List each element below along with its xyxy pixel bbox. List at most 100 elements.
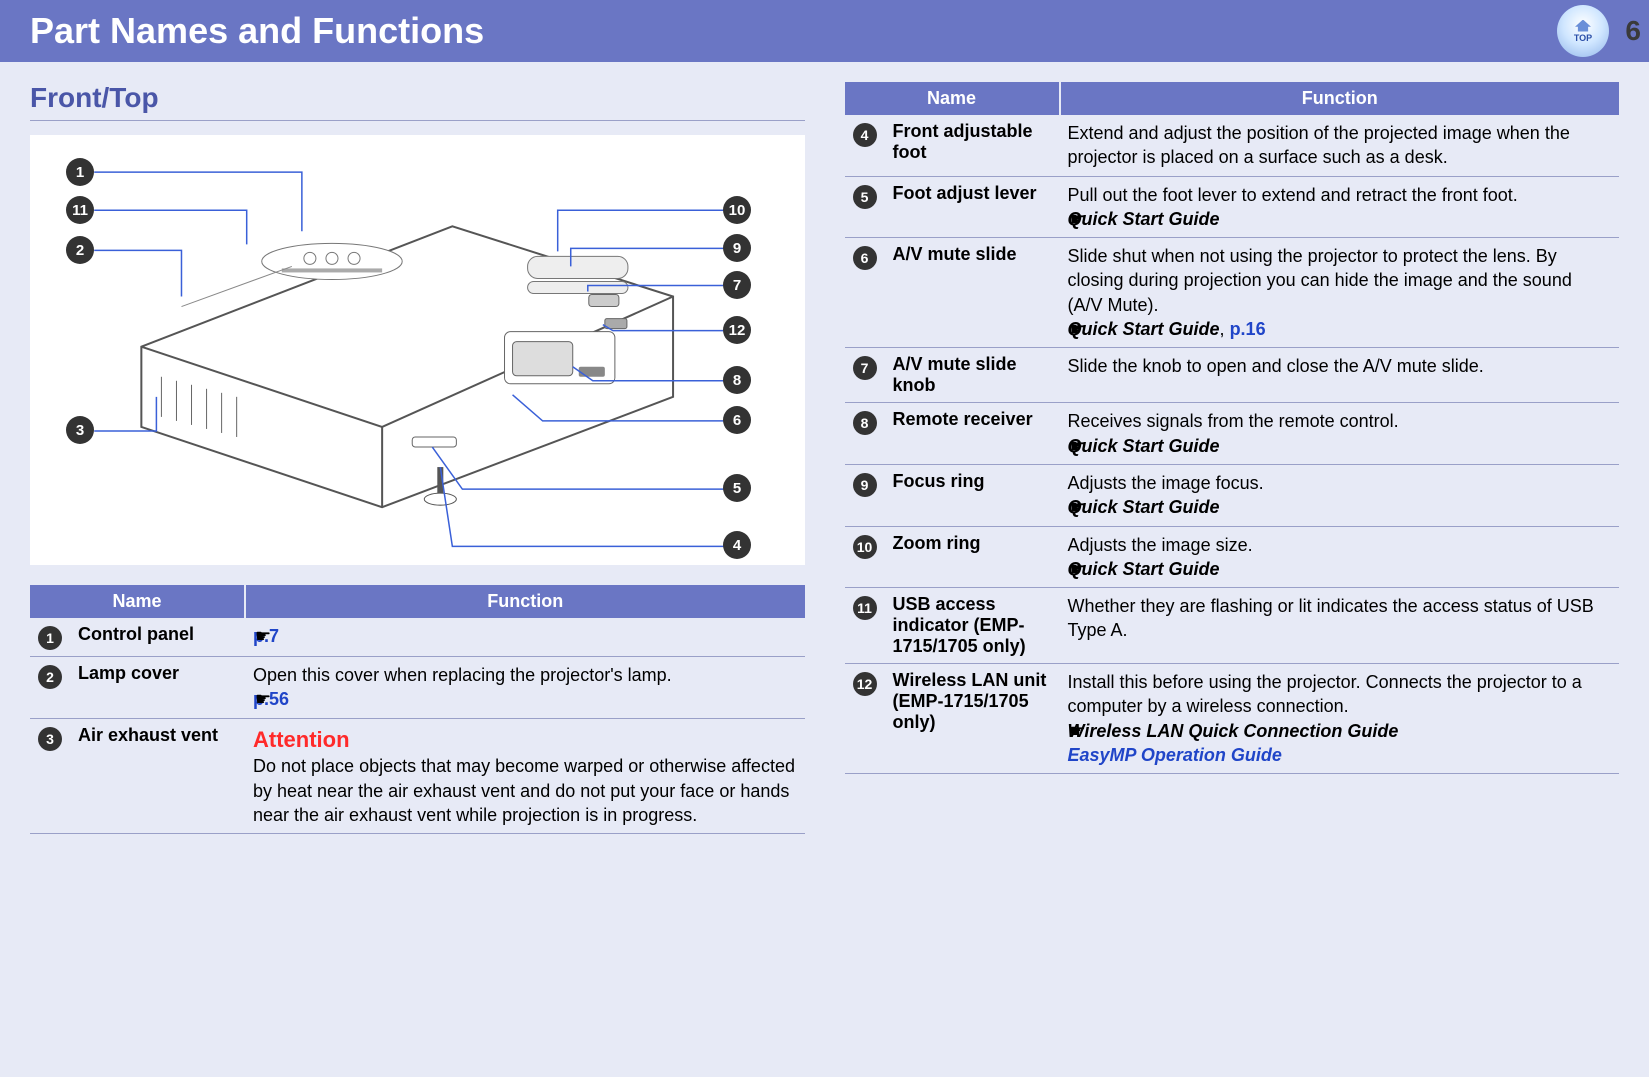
num-badge: 5 <box>723 474 751 502</box>
num-badge: 3 <box>38 727 62 751</box>
num-badge: 10 <box>723 196 751 224</box>
table-row: 12 Wireless LAN unit (EMP-1715/1705 only)… <box>845 664 1620 774</box>
num-badge: 9 <box>723 234 751 262</box>
pointer-icon: ☛ <box>1070 495 1086 519</box>
callout-7: 7 <box>723 271 751 299</box>
pointer-icon: ☛ <box>1070 207 1086 231</box>
func-text: Adjusts the image focus. <box>1068 473 1264 493</box>
part-name: Air exhaust vent <box>70 718 245 834</box>
callout-5: 5 <box>723 474 751 502</box>
guide-ref: Quick Start Guide <box>1068 209 1220 229</box>
guide-link[interactable]: EasyMP Operation Guide <box>1068 745 1282 765</box>
num-badge: 11 <box>66 196 94 224</box>
pointer-icon: ☛ <box>255 624 271 648</box>
part-name: Zoom ring <box>885 526 1060 588</box>
num-badge: 11 <box>853 596 877 620</box>
num-badge: 7 <box>853 356 877 380</box>
page-number: 6 <box>1625 15 1641 47</box>
func-text: Whether they are flashing or lit indicat… <box>1068 596 1594 640</box>
content-area: Front/Top <box>0 62 1649 834</box>
part-name: A/V mute slide <box>885 238 1060 348</box>
part-function: Slide shut when not using the projector … <box>1060 238 1620 348</box>
part-name: Remote receiver <box>885 403 1060 465</box>
th-function: Function <box>1060 82 1620 115</box>
func-text: Install this before using the projector.… <box>1068 672 1582 716</box>
page-title: Part Names and Functions <box>30 10 484 51</box>
part-function: Receives signals from the remote control… <box>1060 403 1620 465</box>
table-row: 9 Focus ringAdjusts the image focus.☛ Qui… <box>845 464 1620 526</box>
left-column: Front/Top <box>30 82 805 834</box>
projector-diagram: 111231097128654 <box>30 135 805 565</box>
table-row: 10Zoom ringAdjusts the image size.☛ Quic… <box>845 526 1620 588</box>
num-badge: 4 <box>723 531 751 559</box>
func-text: Open this cover when replacing the proje… <box>253 665 672 685</box>
page-ref-link[interactable]: p.16 <box>1230 319 1266 339</box>
left-table: Name Function 1Control panel☛ p.72Lamp c… <box>30 585 805 834</box>
callout-1: 1 <box>66 158 94 186</box>
num-badge: 1 <box>66 158 94 186</box>
part-function: Pull out the foot lever to extend and re… <box>1060 176 1620 238</box>
page-header: Part Names and Functions TOP 6 <box>0 0 1649 62</box>
num-badge: 6 <box>853 246 877 270</box>
part-name: Focus ring <box>885 464 1060 526</box>
part-function: Adjusts the image focus.☛ Quick Start Gu… <box>1060 464 1620 526</box>
func-text: Slide the knob to open and close the A/V… <box>1068 356 1484 376</box>
callout-3: 3 <box>66 416 94 444</box>
table-row: 11USB access indicator (EMP-1715/1705 on… <box>845 588 1620 664</box>
num-badge: 10 <box>853 535 877 559</box>
func-text: Extend and adjust the position of the pr… <box>1068 123 1570 167</box>
guide-ref: Quick Start Guide <box>1068 559 1220 579</box>
attention-label: Attention <box>253 725 797 755</box>
section-title: Front/Top <box>30 82 805 121</box>
right-column: Name Function 4Front adjustable footExte… <box>845 82 1620 834</box>
callout-6: 6 <box>723 406 751 434</box>
part-function: Open this cover when replacing the proje… <box>245 657 805 719</box>
table-row: 5Foot adjust leverPull out the foot leve… <box>845 176 1620 238</box>
callout-2: 2 <box>66 236 94 264</box>
part-name: Control panel <box>70 618 245 657</box>
func-text: Adjusts the image size. <box>1068 535 1253 555</box>
num-badge: 12 <box>723 316 751 344</box>
pointer-icon: ☛ <box>1070 557 1086 581</box>
right-table: Name Function 4Front adjustable footExte… <box>845 82 1620 774</box>
pointer-icon: ☛ <box>1070 317 1086 341</box>
part-name: Front adjustable foot <box>885 115 1060 176</box>
top-icon[interactable]: TOP <box>1557 5 1609 57</box>
diagram-svg <box>31 136 803 567</box>
part-function: Extend and adjust the position of the pr… <box>1060 115 1620 176</box>
callout-4: 4 <box>723 531 751 559</box>
pointer-icon: ☛ <box>255 687 271 711</box>
func-text: Receives signals from the remote control… <box>1068 411 1399 431</box>
pointer-icon: ☛ <box>1070 434 1086 458</box>
guide-ref: Wireless LAN Quick Connection Guide <box>1068 721 1399 741</box>
callout-9: 9 <box>723 234 751 262</box>
table-row: 8 Remote receiver Receives signals from th… <box>845 403 1620 465</box>
table-row: 4 Front adjustable footExtend and adjust … <box>845 115 1620 176</box>
num-badge: 4 <box>853 123 877 147</box>
part-function: Whether they are flashing or lit indicat… <box>1060 588 1620 664</box>
part-function: Slide the knob to open and close the A/V… <box>1060 348 1620 403</box>
num-badge: 2 <box>38 665 62 689</box>
num-badge: 9 <box>853 473 877 497</box>
func-text: Pull out the foot lever to extend and re… <box>1068 185 1518 205</box>
num-badge: 2 <box>66 236 94 264</box>
part-function: ☛ p.7 <box>245 618 805 657</box>
part-name: A/V mute slide knob <box>885 348 1060 403</box>
part-function: Install this before using the projector.… <box>1060 664 1620 774</box>
guide-ref: Quick Start Guide <box>1068 319 1220 339</box>
th-name: Name <box>30 585 245 618</box>
part-name: Wireless LAN unit (EMP-1715/1705 only) <box>885 664 1060 774</box>
table-row: 7 A/V mute slide knob Slide the knob to op… <box>845 348 1620 403</box>
pointer-icon: ☛ <box>1070 719 1086 743</box>
part-function: Adjusts the image size.☛ Quick Start Gui… <box>1060 526 1620 588</box>
num-badge: 3 <box>66 416 94 444</box>
part-name: Lamp cover <box>70 657 245 719</box>
num-badge: 8 <box>853 411 877 435</box>
num-badge: 1 <box>38 626 62 650</box>
num-badge: 12 <box>853 672 877 696</box>
part-name: Foot adjust lever <box>885 176 1060 238</box>
num-badge: 7 <box>723 271 751 299</box>
part-function: AttentionDo not place objects that may b… <box>245 718 805 834</box>
func-text: Do not place objects that may become war… <box>253 756 795 825</box>
callout-11: 11 <box>66 196 94 224</box>
